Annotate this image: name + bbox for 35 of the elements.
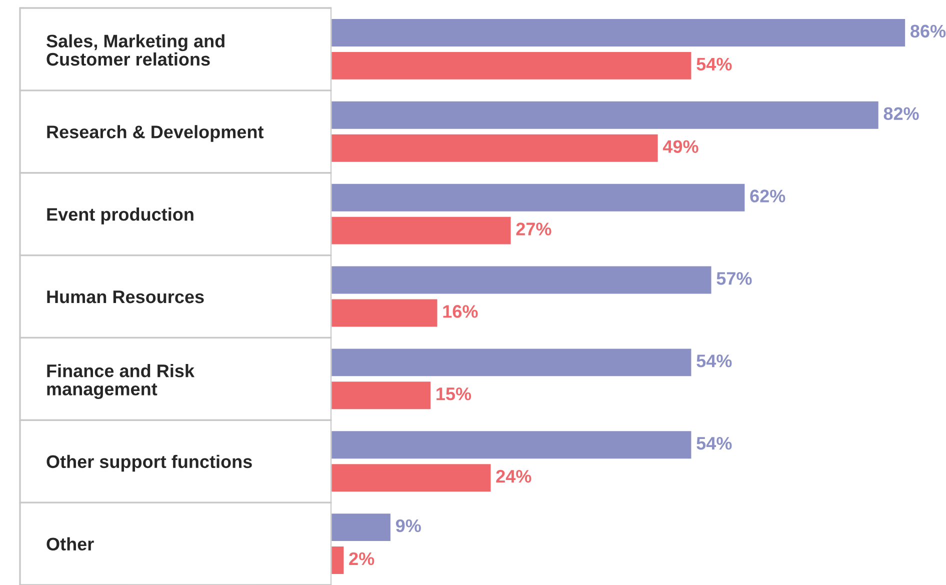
data-label: 54%	[696, 436, 732, 450]
y-tick-label: Sales, Marketing and Customer relations	[46, 34, 224, 66]
data-label: 2%	[349, 552, 374, 566]
y-tick-label: Event production	[47, 208, 194, 224]
data-label: 49%	[662, 140, 698, 153]
y-tick-label: Human Resources	[47, 290, 204, 304]
data-label: 9%	[396, 519, 421, 532]
data-label: 54%	[696, 58, 732, 71]
data-label: 15%	[436, 388, 472, 400]
bar	[331, 215, 512, 246]
y-tick-label: Research & Development	[47, 125, 264, 142]
data-label: 24%	[496, 470, 532, 483]
y-tick-label: Other	[46, 537, 94, 551]
bar	[331, 298, 439, 328]
y-tick-label: Other support functions	[46, 454, 252, 472]
data-label: 27%	[516, 222, 552, 236]
data-label: 82%	[884, 107, 919, 120]
data-label: 54%	[696, 354, 732, 368]
data-label: 62%	[750, 190, 786, 202]
bar	[331, 347, 693, 378]
bar	[331, 380, 432, 411]
bar	[331, 18, 906, 48]
bar	[331, 100, 880, 130]
y-tick-label: Finance and Risk management	[47, 364, 195, 400]
bar	[331, 462, 492, 493]
data-label: 57%	[716, 272, 752, 285]
bar	[331, 264, 713, 296]
bar	[331, 430, 693, 460]
bar	[331, 133, 660, 164]
data-label: 16%	[443, 305, 478, 318]
bar	[331, 545, 346, 576]
bar	[331, 50, 693, 81]
bar	[331, 182, 746, 213]
data-label: 86%	[910, 24, 946, 38]
bar	[331, 512, 392, 542]
